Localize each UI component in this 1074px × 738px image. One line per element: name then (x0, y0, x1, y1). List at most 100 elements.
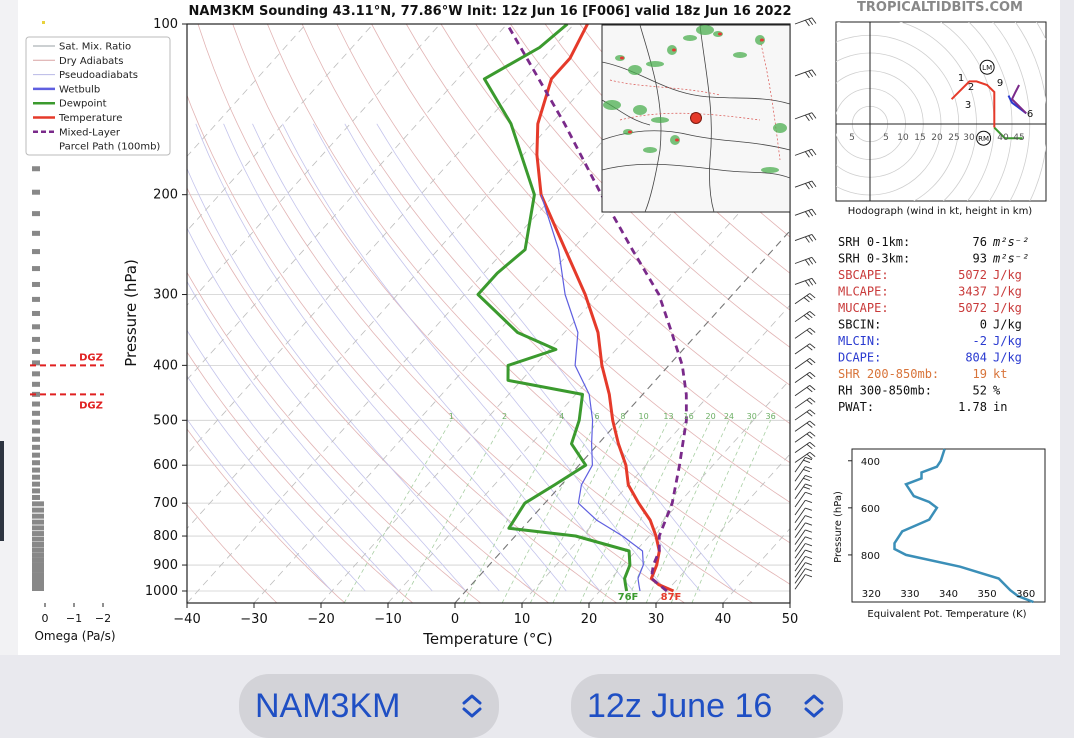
mixing-ratio-label: 6 (594, 412, 599, 421)
radar-echo (683, 35, 697, 41)
x-tick-label: 40 (715, 612, 732, 627)
omega-bar (32, 266, 40, 271)
pressure-tick-label: 800 (153, 529, 178, 544)
radar-echo (628, 65, 642, 75)
mixing-ratio-label: 8 (620, 412, 625, 421)
hodograph-ring-label: 5 (849, 133, 855, 143)
mixing-ratio-label: 36 (766, 412, 776, 421)
x-tick-label: 10 (514, 612, 531, 627)
omega-tick-label: −1 (66, 612, 82, 625)
x-tick-label: 50 (782, 612, 799, 627)
radar-echo (733, 52, 747, 58)
x-tick-label: −20 (307, 612, 334, 627)
omega-bar (32, 411, 40, 416)
parameter-name: PWAT: (838, 400, 874, 414)
theta-e-x-tick: 330 (900, 589, 919, 600)
x-tick-label: 20 (581, 612, 598, 627)
mixing-ratio-label: 24 (724, 412, 734, 421)
hodograph-height-label: 9 (997, 78, 1003, 89)
omega-bar (32, 552, 44, 557)
hodograph-height-label: 6 (1027, 109, 1033, 120)
hodograph-ring-label: 30 (963, 133, 975, 143)
parameter-value: 5072 (958, 301, 987, 315)
chevron-updown-icon (459, 691, 485, 721)
pressure-tick-label: 200 (153, 188, 178, 203)
pressure-tick-label: 300 (153, 288, 178, 303)
mixing-ratio-label: 10 (639, 412, 649, 421)
omega-bar-top (42, 21, 45, 24)
omega-bar (32, 572, 44, 577)
omega-bar (32, 282, 40, 287)
hodograph-ring-label: 20 (931, 133, 943, 143)
mixing-ratio-label: 2 (502, 412, 507, 421)
omega-bar (32, 468, 40, 473)
hodograph-height-label: 2 (968, 82, 974, 93)
chart-title: NAM3KM Sounding 43.11°N, 77.86°W Init: 1… (189, 4, 792, 19)
parameter-unit: m²s⁻² (992, 235, 1029, 249)
omega-bar (32, 547, 44, 552)
legend-label: Pseudoadiabats (59, 70, 138, 81)
parameter-name: SBCAPE: (838, 268, 889, 282)
theta-e-ylabel: Pressure (hPa) (833, 491, 844, 563)
radar-core (628, 131, 632, 134)
x-tick-label: −40 (173, 612, 200, 627)
parameter-value: 52 (973, 384, 987, 398)
hodograph-caption: Hodograph (wind in kt, height in km) (848, 206, 1033, 217)
x-tick-label: 0 (451, 612, 459, 627)
omega-bar (32, 537, 44, 542)
parameter-value: 76 (973, 235, 987, 249)
mixing-ratio-label: 30 (747, 412, 757, 421)
hodograph-ring-label: 10 (897, 133, 909, 143)
radar-echo (761, 167, 779, 173)
legend-label: Wetbulb (59, 84, 100, 95)
parameter-name: DCAPE: (838, 351, 881, 365)
omega-bar (32, 581, 44, 586)
parameter-name: SRH 0-1km: (838, 235, 910, 249)
radar-core (675, 139, 679, 142)
parameter-name: MUCAPE: (838, 301, 889, 315)
omega-tick-label: 0 (42, 612, 49, 625)
hodograph-ring-label: 40 (997, 133, 1009, 143)
omega-bar (32, 567, 44, 572)
model-select[interactable]: NAM3KM (239, 674, 499, 738)
omega-bar (32, 445, 40, 450)
parameter-unit: J/kg (993, 285, 1022, 299)
parameter-unit: J/kg (993, 351, 1022, 365)
parameter-value: 5072 (958, 268, 987, 282)
brand-label: TROPICALTIDBITS.COM (857, 0, 1023, 15)
legend-label: Mixed-Layer (59, 127, 121, 138)
chevron-updown-icon (801, 691, 827, 721)
skewt-xlabel: Temperature (°C) (422, 630, 552, 648)
omega-bar (32, 231, 40, 236)
omega-bar (32, 249, 40, 254)
parameter-name: SRH 0-3km: (838, 252, 910, 266)
mixing-ratio-label: 4 (559, 412, 564, 421)
omega-bar (32, 525, 44, 530)
theta-e-y-tick: 400 (861, 457, 880, 468)
omega-bar (32, 586, 44, 591)
parameter-unit: in (993, 400, 1007, 414)
omega-bar (32, 563, 44, 568)
pressure-tick-label: 500 (153, 413, 178, 428)
model-select-label: NAM3KM (255, 687, 459, 726)
sounding-location-marker (691, 113, 702, 124)
omega-bar (32, 488, 40, 493)
omega-bar (32, 211, 40, 216)
omega-bar (32, 508, 44, 513)
parameter-value: 804 (965, 351, 987, 365)
omega-bar (32, 297, 40, 302)
radar-echo (651, 117, 669, 123)
omega-bar (32, 311, 40, 316)
radar-core (672, 49, 676, 52)
parameter-value: 3437 (958, 285, 987, 299)
dgz-label: DGZ (79, 400, 103, 411)
radar-echo (773, 123, 787, 133)
parameter-value: 19 (973, 367, 987, 381)
time-select[interactable]: 12z June 16 (571, 674, 843, 738)
theta-e-y-tick: 600 (861, 504, 880, 515)
legend-label: Dry Adiabats (59, 56, 123, 67)
legend-label: Temperature (58, 113, 122, 124)
theta-e-x-tick: 360 (1016, 589, 1035, 600)
